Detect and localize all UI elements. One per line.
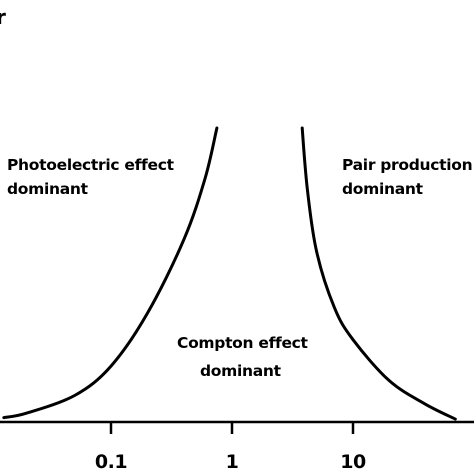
- title-fragment: r: [0, 5, 6, 29]
- x-tick-label: 10: [340, 451, 366, 473]
- annotation-photoelectric-line1: Photoelectric effect: [7, 156, 175, 174]
- curve-compton-pair-boundary: [300, 126, 457, 421]
- annotation-pair-line2: dominant: [342, 180, 424, 198]
- curves-group: [2, 126, 457, 421]
- x-tick-label: 1: [226, 451, 239, 473]
- curve-photoelectric-compton-boundary: [2, 126, 219, 420]
- annotation-photoelectric-line2: dominant: [7, 180, 89, 198]
- annotation-pair-line1: Pair production: [342, 156, 472, 174]
- annotation-compton-line1: Compton effect: [177, 334, 309, 352]
- x-ticks-group: 0.1 1 10: [95, 422, 366, 473]
- annotation-compton-line2: dominant: [200, 362, 282, 380]
- x-tick-label: 0.1: [95, 451, 127, 473]
